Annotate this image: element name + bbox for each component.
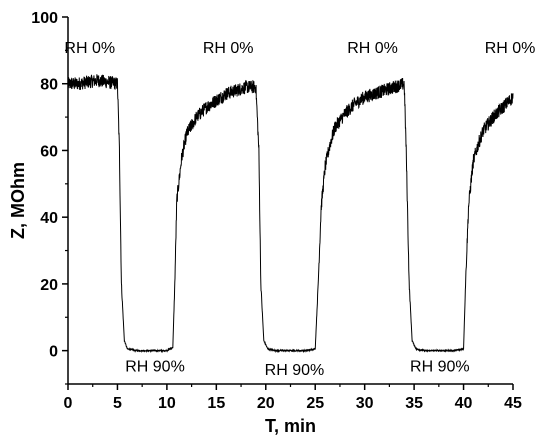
impedance-series-line: [67, 74, 514, 354]
x-axis-title: T, min: [265, 416, 316, 436]
humidity-annotation: RH 0%: [203, 40, 254, 57]
x-tick-label: 10: [158, 395, 176, 412]
x-tick-label: 35: [405, 395, 423, 412]
humidity-annotation: RH 0%: [485, 40, 536, 57]
y-tick-label: 80: [40, 77, 58, 94]
annotations: RH 0% RH 0% RH 0% RH 0% RH 90% RH 90% RH 90%: [64, 40, 535, 379]
x-tick-label: 20: [257, 395, 275, 412]
humidity-annotation: RH 0%: [64, 40, 115, 57]
humidity-annotation: RH 0%: [347, 40, 398, 57]
y-tick-label: 20: [40, 277, 58, 294]
x-tick-label: 15: [207, 395, 225, 412]
humidity-annotation: RH 90%: [265, 362, 325, 379]
x-tick-label: 5: [113, 395, 122, 412]
humidity-annotation: RH 90%: [410, 359, 470, 376]
x-tick-label: 25: [306, 395, 324, 412]
plot-area: [67, 74, 514, 354]
y-tick-label: 60: [40, 143, 58, 160]
x-tick-label: 40: [455, 395, 473, 412]
y-tick-label: 40: [40, 210, 58, 227]
x-tick-label: 45: [504, 395, 522, 412]
humidity-annotation: RH 90%: [125, 359, 185, 376]
y-tick-label: 100: [31, 10, 58, 27]
y-axis-title: Z, MOhm: [8, 162, 28, 239]
axes: 0 5 10 15 20 25 30 35 40 45 0 20 40 60 80 100: [31, 10, 522, 412]
x-tick-label: 30: [356, 395, 374, 412]
x-tick-label: 0: [64, 395, 73, 412]
y-tick-label: 0: [49, 344, 58, 361]
